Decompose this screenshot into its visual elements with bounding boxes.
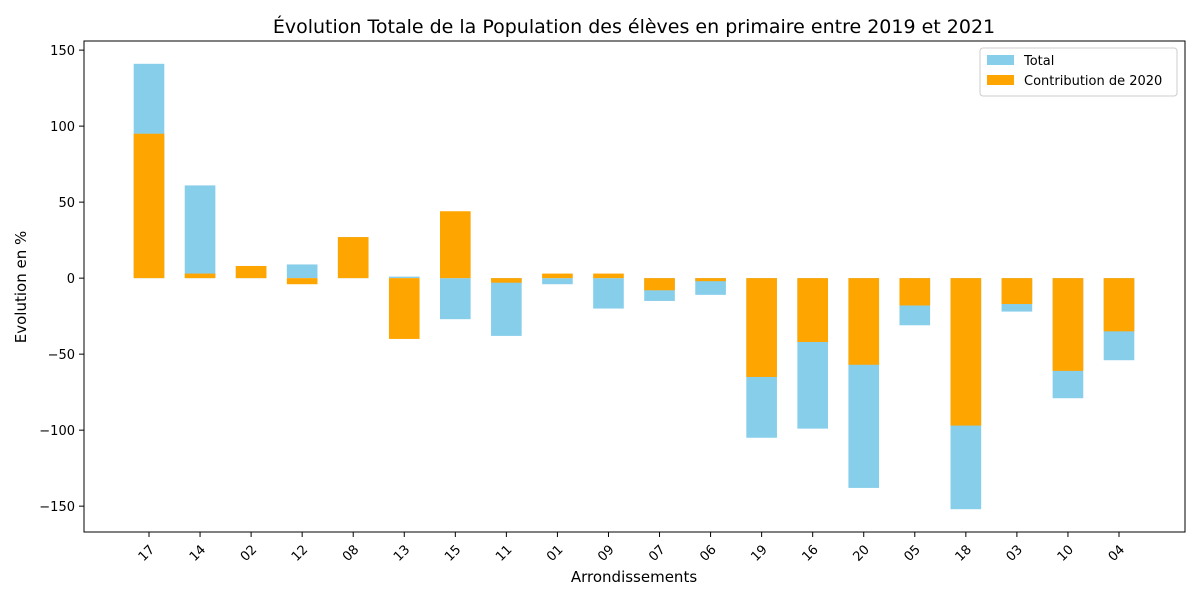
bar-contribution-2020-02 [235,265,267,279]
y-tick-label: 150 [50,44,75,59]
bar-contribution-2020-07 [644,278,675,291]
legend-label: Contribution de 2020 [1024,74,1162,89]
bar-contribution-2020-01 [542,273,573,279]
bar-contribution-2020-03 [1001,278,1033,304]
bar-contribution-2020-09 [593,273,624,279]
bar-contribution-2020-19 [746,278,777,377]
bar-total-01 [542,278,573,285]
legend-swatch [987,75,1014,85]
bar-contribution-2020-10 [1052,278,1084,371]
y-tick-label: −150 [39,500,75,515]
y-axis-label: Evolution en % [12,231,30,343]
bar-contribution-2020-05 [899,278,931,306]
bars-layer [133,63,1135,510]
bar-contribution-2020-18 [950,278,982,426]
bar-contribution-2020-20 [848,278,880,365]
y-tick-label: 100 [50,120,75,135]
bar-total-13 [388,276,420,279]
bar-total-11 [491,278,522,336]
bar-contribution-2020-06 [695,278,726,282]
y-tick-label: 50 [58,196,75,211]
bar-contribution-2020-15 [440,211,471,279]
bar-total-14 [184,185,216,279]
bar-contribution-2020-16 [797,278,828,342]
legend-label: Total [1023,54,1054,69]
legend: Total Contribution de 2020 [979,47,1178,97]
bar-contribution-2020-04 [1103,278,1135,332]
chart-title: Évolution Totale de la Population des él… [273,15,995,38]
bar-contribution-2020-13 [388,278,420,339]
bar-total-15 [440,278,471,320]
legend-box [979,47,1178,97]
legend-swatch [987,55,1014,65]
bar-contribution-2020-14 [184,273,216,279]
y-tick-label: −100 [39,424,75,439]
y-tick-label: −50 [48,348,75,363]
bar-total-06 [695,278,726,295]
x-axis-label: Arrondissements [571,568,697,586]
y-axis: −150 −100 −50 0 50 100 150 [39,44,84,515]
bar-total-09 [593,278,624,309]
plot-frame [83,40,1186,533]
bar-contribution-2020-08 [337,237,369,279]
bar-total-12 [286,264,318,279]
bar-contribution-2020-11 [491,278,522,283]
y-tick-label: 0 [67,272,75,287]
bar-contribution-2020-17 [133,133,165,279]
bar-contribution-2020-12 [286,278,318,285]
